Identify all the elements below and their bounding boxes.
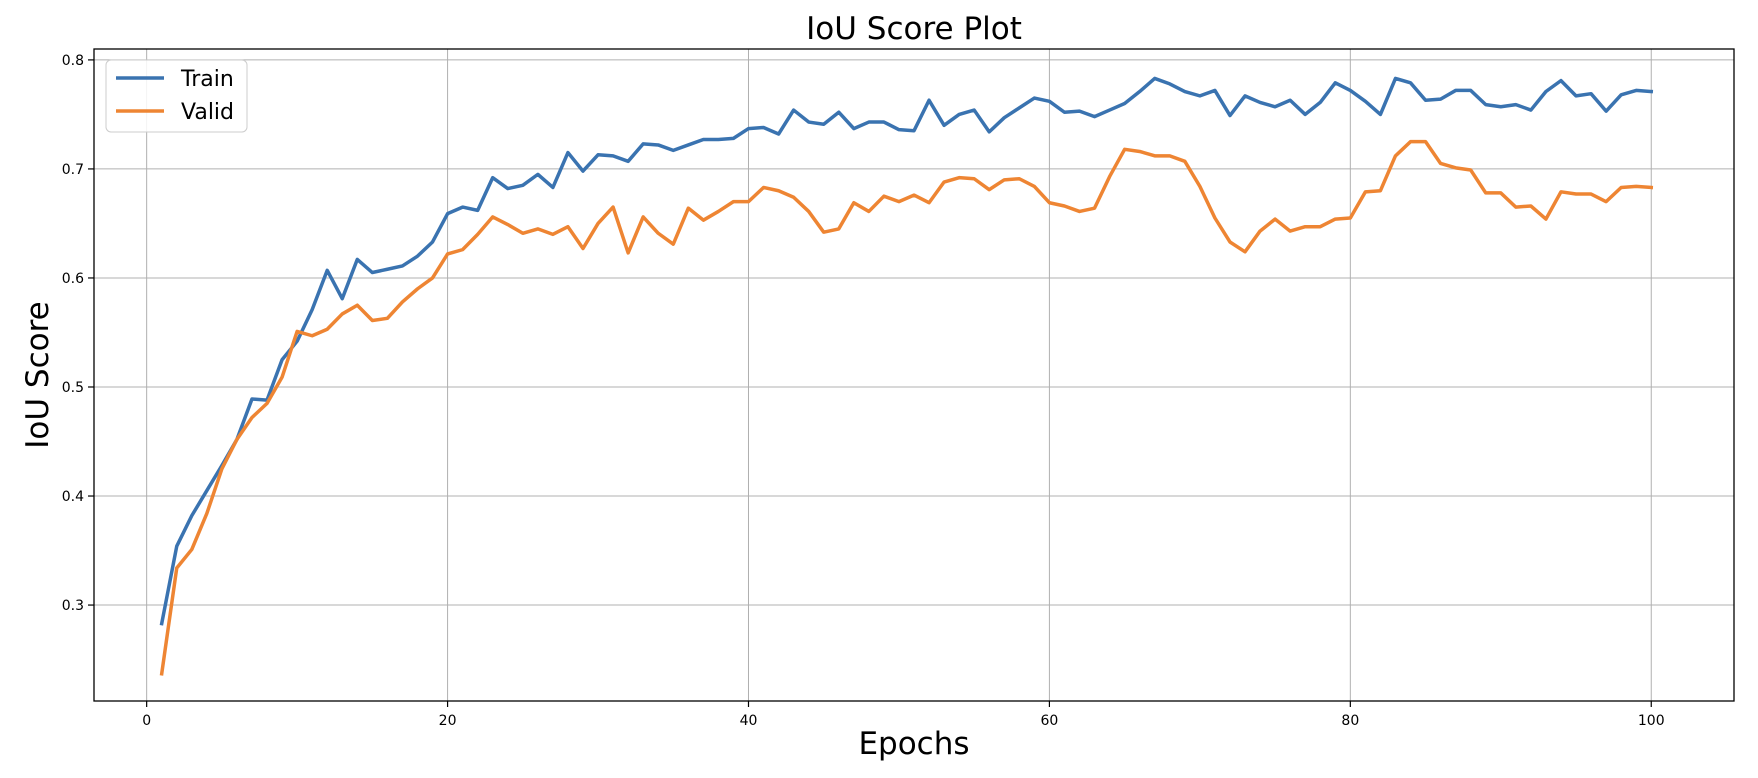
x-tick-label: 60 [1040,713,1058,729]
legend-label-train: Train [180,67,234,92]
y-tick-label: 0.3 [62,598,84,614]
y-tick-label: 0.4 [62,489,84,505]
y-axis-label: IoU Score [20,301,56,448]
chart-title: IoU Score Plot [806,11,1022,47]
x-axis-label: Epochs [858,726,969,762]
x-tick-label: 100 [1638,713,1665,729]
x-tick-label: 40 [740,713,758,729]
plot-frame [93,48,1735,702]
x-tick-label: 0 [142,713,151,729]
grid [94,49,1734,701]
x-tick-label: 80 [1341,713,1359,729]
x-tick-label: 20 [439,713,457,729]
legend-label-valid: Valid [181,100,234,125]
y-tick-label: 0.6 [62,271,84,287]
series-line-valid [159,139,1654,676]
y-tick-label: 0.7 [62,162,84,178]
legend: Train Valid [105,59,248,133]
y-tick-label: 0.5 [62,380,84,396]
series-lines [159,76,1654,676]
series-line-train [159,76,1654,626]
y-tick-label: 0.8 [62,53,84,69]
axis-ticks: 0 20 40 60 80 100 0.3 0.4 0.5 0.6 0.7 0.8 [62,53,1665,729]
